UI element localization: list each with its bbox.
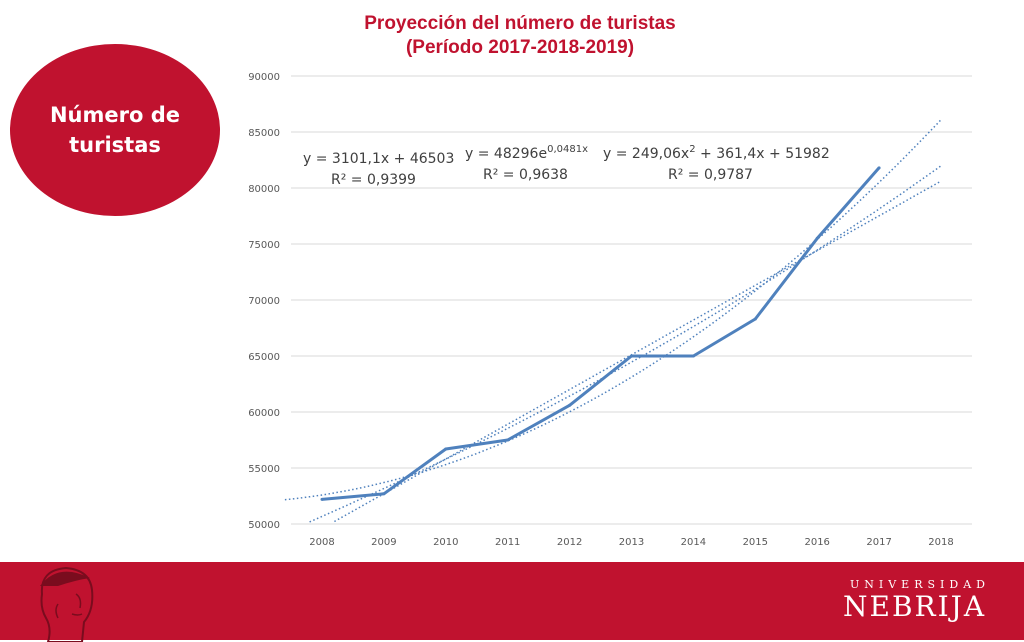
data-point xyxy=(630,354,633,358)
r2-exponential: R² = 0,9638 xyxy=(483,167,568,183)
trendline-polynomial xyxy=(284,119,942,501)
brand-logo-text: NEBRIJA xyxy=(843,590,987,623)
y-tick-label: 80000 xyxy=(248,184,280,195)
y-tick-label: 75000 xyxy=(248,240,280,251)
data-point xyxy=(444,447,448,451)
title-line-1: Proyección del número de turistas xyxy=(364,13,676,34)
x-tick-label: 2011 xyxy=(495,537,520,548)
badge-line-1: Número de xyxy=(49,103,181,127)
y-tick-label: 85000 xyxy=(248,128,280,139)
y-axis-ticks: 50000 55000 60000 65000 70000 75000 80000 85000… xyxy=(248,72,280,531)
title-line-2: (Período 2017-2018-2019) xyxy=(405,37,635,58)
chart-title: Proyección del número de turistas (Perío… xyxy=(300,12,740,60)
eq-polynomial-base: y = 249,06x xyxy=(603,146,689,162)
data-point xyxy=(506,438,510,442)
x-tick-label: 2017 xyxy=(866,537,891,548)
r2-linear: R² = 0,9399 xyxy=(331,172,416,188)
topic-badge: Número de turistas xyxy=(10,44,220,216)
x-tick-label: 2015 xyxy=(743,537,768,548)
r2-polynomial: R² = 0,9787 xyxy=(668,167,753,183)
trendlines xyxy=(284,119,942,523)
eq-polynomial-exponent: 2 xyxy=(689,144,695,155)
x-tick-label: 2018 xyxy=(928,537,953,548)
data-point xyxy=(815,236,819,240)
gridlines xyxy=(291,75,972,525)
y-tick-label: 65000 xyxy=(248,352,280,363)
data-point xyxy=(320,497,324,501)
trendline-exponential xyxy=(309,165,942,523)
eq-polynomial-tail: + 361,4x + 51982 xyxy=(696,146,830,162)
y-tick-label: 70000 xyxy=(248,296,280,307)
series-line xyxy=(321,166,881,501)
eq-exponential-base: y = 48296e xyxy=(465,146,547,162)
eq-exponential-exponent: 0,0481x xyxy=(547,144,588,155)
x-tick-label: 2016 xyxy=(804,537,829,548)
nebrija-portrait-icon xyxy=(40,566,94,642)
brand-subtitle: UNIVERSIDAD xyxy=(850,578,990,591)
footer-bar: UNIVERSIDAD NEBRIJA xyxy=(0,562,1024,642)
y-tick-label: 55000 xyxy=(248,464,280,475)
series-group xyxy=(320,166,881,501)
y-tick-label: 50000 xyxy=(248,520,280,531)
eq-linear: y = 3101,1x + 46503 xyxy=(303,151,454,167)
data-point xyxy=(568,403,572,407)
data-point xyxy=(877,166,881,170)
x-tick-label: 2010 xyxy=(433,537,458,548)
data-point xyxy=(753,317,757,321)
trendline-linear xyxy=(334,180,942,523)
eq-exponential: y = 48296e0,0481x xyxy=(465,144,588,162)
x-tick-label: 2013 xyxy=(619,537,644,548)
badge-line-2: turistas xyxy=(69,133,161,157)
x-tick-label: 2012 xyxy=(557,537,582,548)
y-tick-label: 90000 xyxy=(248,72,280,83)
data-point xyxy=(382,492,386,496)
line-chart: 50000 55000 60000 65000 70000 75000 80000 85000… xyxy=(248,72,972,548)
x-tick-label: 2008 xyxy=(309,537,334,548)
x-axis-ticks: 2008 2009 2010 2011 2012 2013 2014 2015 2016 2017… xyxy=(309,537,953,548)
y-tick-label: 60000 xyxy=(248,408,280,419)
x-tick-label: 2014 xyxy=(681,537,706,548)
x-tick-label: 2009 xyxy=(371,537,396,548)
data-point xyxy=(691,354,695,358)
eq-polynomial: y = 249,06x2 + 361,4x + 51982 xyxy=(603,144,830,162)
